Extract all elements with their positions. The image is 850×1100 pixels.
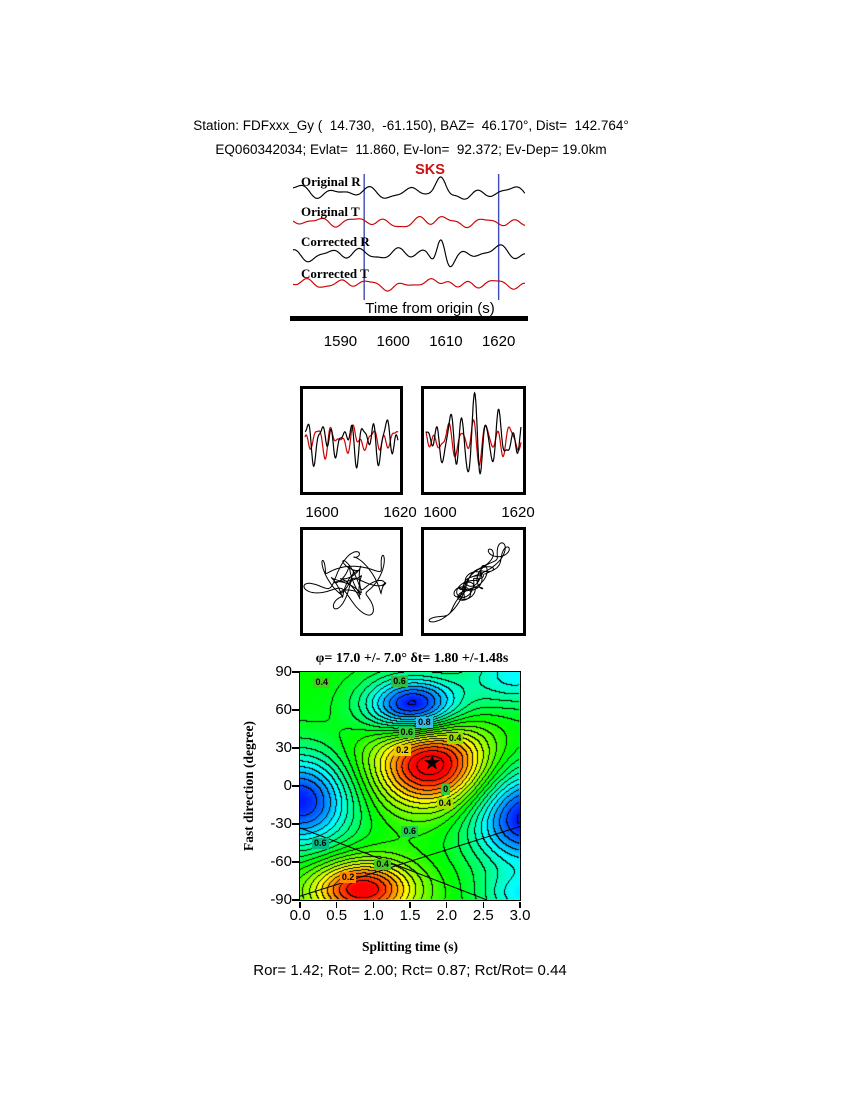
best-solution-star: ★	[422, 751, 442, 775]
phase-label: SKS	[415, 162, 445, 178]
contour-level-label: 0.4	[313, 677, 330, 689]
misfit-contour-map	[298, 670, 521, 901]
dt-tick-label: 2.5	[472, 907, 494, 924]
contour-overlay-lines	[300, 826, 520, 900]
window-trace-r	[425, 391, 522, 475]
phi-tick-label: 90	[275, 663, 292, 680]
dt-tick-label: 0.0	[289, 907, 311, 924]
time-tick-label: 1610	[429, 333, 463, 350]
contour-level-label: 0.4	[374, 858, 391, 870]
phi-tick-mark	[292, 899, 300, 901]
seismogram-trace	[293, 216, 525, 229]
station-info-line: Station: FDFxxx_Gy ( 14.730, -61.150), B…	[193, 118, 629, 133]
seismogram-trace	[293, 176, 525, 200]
time-tick-label: 1600	[376, 333, 410, 350]
null-direction-line	[300, 826, 520, 897]
contour-level-label: 0.6	[401, 825, 418, 837]
result-ratios-line: Ror= 1.42; Rot= 2.00; Rct= 0.87; Rct/Rot…	[253, 962, 567, 979]
contour-level-label: 0.2	[339, 872, 357, 884]
phi-tick-mark	[292, 785, 300, 787]
dt-tick-mark	[299, 902, 301, 908]
dt-tick-label: 1.0	[362, 907, 384, 924]
phi-tick-label: 30	[275, 739, 292, 756]
contour-level-label: 0	[441, 783, 451, 795]
contour-level-label: 0.4	[436, 797, 454, 809]
contour-level-label: 0.6	[391, 676, 408, 688]
particle-motion-path	[303, 551, 387, 616]
trace-label-corrected-r: Corrected R	[301, 234, 370, 249]
particle-motion-corrected-box	[421, 527, 526, 636]
trace-label-original-r: Original R	[301, 174, 361, 189]
windowed-waveforms-corrected-box	[421, 386, 526, 495]
splitting-result-title: φ= 17.0 +/- 7.0° δt= 1.80 +/-1.48s	[315, 651, 509, 666]
phi-tick-label: 60	[275, 701, 292, 718]
trace-label-original-t: Original T	[301, 204, 360, 219]
dt-tick-label: 3.0	[509, 907, 531, 924]
phi-tick-label: -30	[270, 815, 292, 832]
dt-tick-mark	[445, 902, 448, 908]
null-direction-line	[300, 827, 488, 900]
windowed-waveforms-original-box	[300, 386, 403, 495]
seismogram-trace	[293, 278, 525, 292]
time-axis-title: Time from origin (s)	[365, 300, 495, 317]
time-axis-line	[290, 316, 528, 321]
dt-tick-label: 2.0	[436, 907, 458, 924]
dt-tick-mark	[335, 902, 338, 908]
phi-tick-mark	[292, 747, 300, 749]
contour-level-label: 0.6	[398, 726, 416, 738]
event-info-line: EQ060342034; Evlat= 11.860, Ev-lon= 92.3…	[215, 142, 607, 157]
phi-tick-label: -60	[270, 853, 292, 870]
time-tick-label: 1590	[323, 333, 358, 350]
trace-label-corrected-t: Corrected T	[301, 266, 369, 281]
seismogram-panel	[293, 174, 525, 300]
splitting-time-axis-label: Splitting time (s)	[362, 939, 458, 954]
contour-level-label: 0.2	[394, 744, 411, 756]
zoom-tick-label: 1620	[383, 504, 417, 521]
dt-tick-mark	[409, 902, 411, 908]
dt-tick-mark	[519, 902, 521, 908]
dt-tick-label: 1.5	[399, 907, 421, 924]
contour-level-label: 0.8	[416, 716, 433, 728]
dt-tick-mark	[482, 902, 485, 908]
zoom-tick-label: 1600	[305, 504, 339, 521]
contour-level-label: 0.4	[446, 733, 464, 745]
window-trace-t	[425, 419, 522, 467]
particle-motion-path	[428, 542, 510, 623]
particle-motion-original-box	[300, 527, 403, 636]
contour-level-label: 0.6	[312, 838, 329, 850]
phi-tick-mark	[292, 671, 300, 673]
zoom-tick-label: 1600	[423, 504, 457, 521]
window-trace-r	[304, 419, 399, 469]
phi-tick-label: 0	[283, 777, 292, 794]
phi-tick-label: -90	[270, 891, 292, 908]
seismogram-trace	[293, 239, 525, 268]
dt-tick-label: 0.5	[326, 907, 348, 924]
dt-tick-mark	[372, 902, 375, 908]
phi-tick-mark	[292, 709, 300, 711]
phi-tick-mark	[292, 861, 300, 863]
phi-tick-mark	[292, 823, 300, 825]
zoom-tick-label: 1620	[501, 504, 535, 521]
time-tick-label: 1620	[481, 333, 516, 350]
